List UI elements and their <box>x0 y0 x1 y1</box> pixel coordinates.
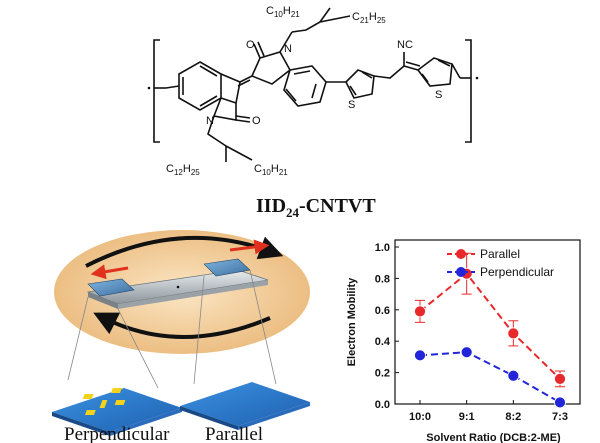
data-point-parallel <box>554 372 566 385</box>
x-axis-label: Solvent Ratio (DCB:2-ME) <box>426 432 561 443</box>
molecule-structure <box>153 7 472 162</box>
rotation-arrow-top <box>85 235 284 268</box>
side-chain-top-right: C21H25 <box>352 11 386 25</box>
side-chain-top-left: C10H21 <box>266 5 300 19</box>
legend-label-parallel: Parallel <box>480 247 520 261</box>
series-line-parallel <box>419 272 561 380</box>
atom-o-top: O <box>246 39 255 51</box>
y-tick-label: 0.6 <box>375 305 390 317</box>
substrate-parallel <box>180 382 310 426</box>
side-chain-bottom-left: C12H25 <box>166 163 200 177</box>
y-axis-label: Electron Mobility <box>346 277 358 367</box>
atom-o-bottom: O <box>252 115 261 127</box>
side-chain-bottom-right: C10H21 <box>254 163 288 177</box>
y-tick-label: 0.0 <box>375 399 390 411</box>
x-tick-label: 8:2 <box>505 411 521 423</box>
data-point-parallel <box>507 327 520 340</box>
device-pad-left <box>87 278 135 297</box>
substrate-perpendicular <box>52 388 182 432</box>
chart-frame <box>394 239 581 405</box>
data-point-perpendicular <box>460 346 473 359</box>
thiophene-left <box>345 69 375 99</box>
atom-s-left: S <box>348 99 355 111</box>
rotation-arrow-bottom <box>93 312 271 339</box>
y-tick-label: 0.8 <box>375 273 390 285</box>
x-tick-label: 7:3 <box>552 411 568 423</box>
molecule-atom-labels: N N O O S S NC C10H21 C21H25 C12H25 C10H… <box>147 5 479 177</box>
mobility-chart: 0.0 0.2 0.4 0.6 0.8 1.0 10:0 9:1 8:2 7:3 Solvent R… <box>346 239 581 443</box>
bond-end-dot-left <box>147 86 151 90</box>
polymer-name: IID24-CNTVT <box>256 195 376 220</box>
label-parallel: Parallel <box>205 424 263 443</box>
atom-nc: NC <box>397 39 413 51</box>
bracket-right <box>465 39 472 143</box>
bracket-left <box>153 39 160 143</box>
data-point-parallel <box>414 305 426 318</box>
series-line-perpendicular <box>419 351 561 404</box>
device-illustration: Perpendicular Parallel <box>52 230 310 443</box>
data-point-perpendicular <box>554 396 566 409</box>
legend-marker-parallel <box>456 249 466 259</box>
data-point-perpendicular <box>414 349 426 362</box>
atom-s-right: S <box>435 89 442 101</box>
red-arrow-right <box>229 239 270 255</box>
atom-n-top: N <box>284 43 292 55</box>
x-tick-label: 9:1 <box>459 411 475 423</box>
benzene-ring-right <box>283 65 327 107</box>
bond-end-dot-right <box>475 76 479 80</box>
x-tick-label: 10:0 <box>409 411 431 423</box>
red-arrow-left <box>90 264 129 280</box>
benzene-ring-left <box>178 61 222 111</box>
y-tick-label: 0.2 <box>375 368 390 380</box>
legend-label-perpendicular: Perpendicular <box>480 265 554 279</box>
data-point-perpendicular <box>507 369 520 382</box>
y-tick-label: 1.0 <box>375 242 390 254</box>
thiophene-right <box>416 57 453 87</box>
legend-marker-perpendicular <box>456 267 466 277</box>
y-tick-label: 0.4 <box>375 336 391 348</box>
electrodes-parallel <box>82 388 126 415</box>
label-perpendicular: Perpendicular <box>64 424 170 443</box>
atom-n-bottom: N <box>206 115 214 127</box>
